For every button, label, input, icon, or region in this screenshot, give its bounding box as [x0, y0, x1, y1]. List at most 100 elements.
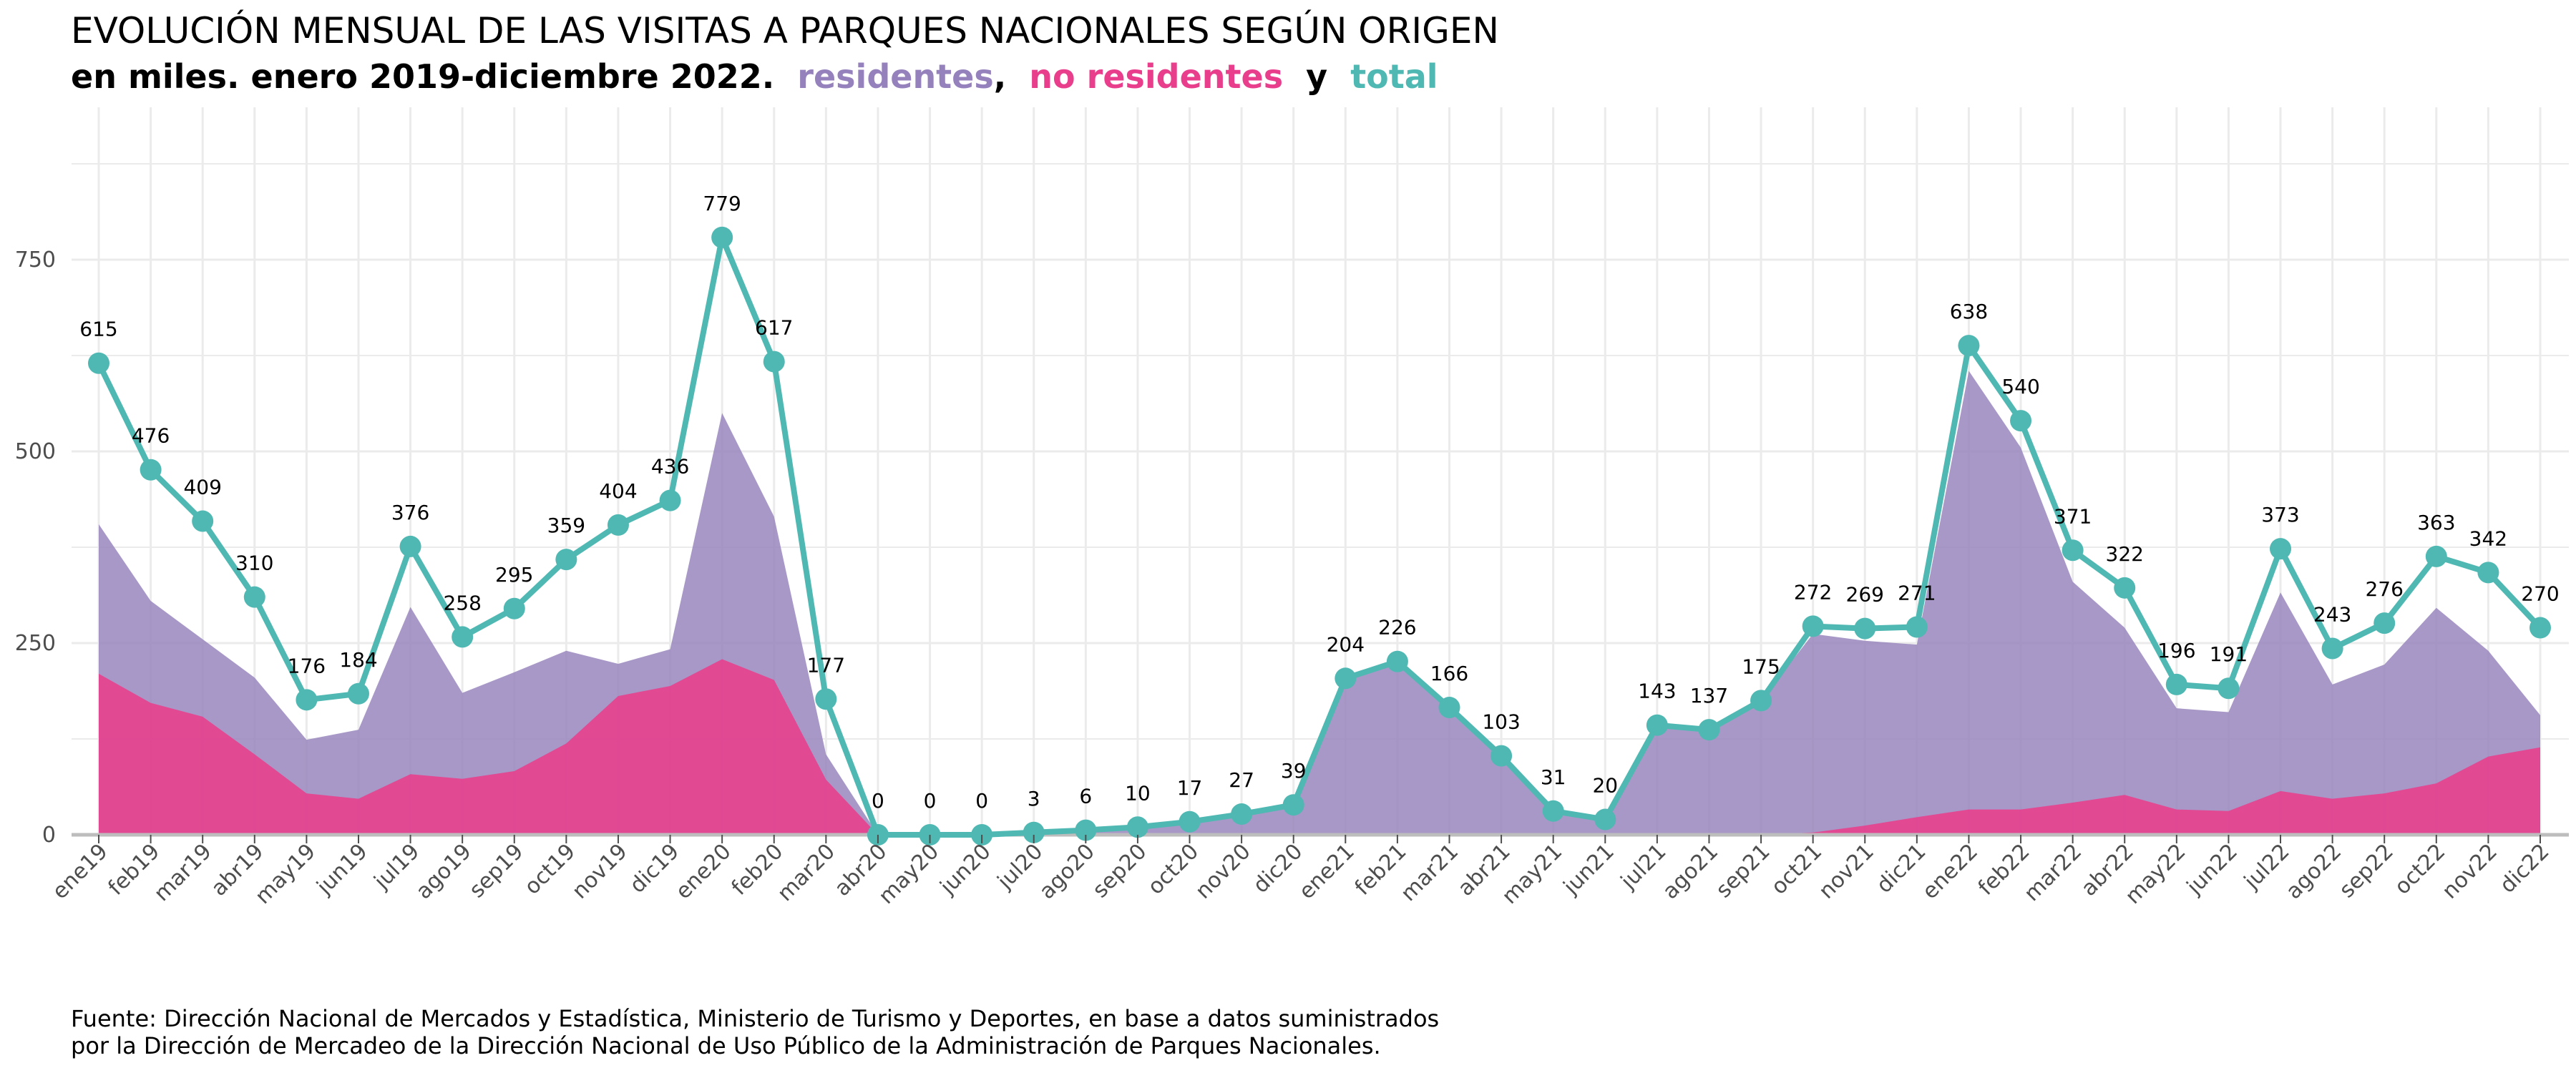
data-point-total — [815, 688, 837, 710]
data-label-total: 373 — [2261, 503, 2299, 526]
data-point-total — [1231, 803, 1253, 825]
y-tick-label: 0 — [42, 823, 56, 848]
data-label-total: 39 — [1281, 759, 1307, 783]
data-point-total — [555, 549, 577, 571]
x-tick-label: ene19 — [47, 839, 112, 904]
data-label-total: 196 — [2157, 639, 2195, 662]
data-label-total: 476 — [132, 424, 170, 448]
data-point-total — [1438, 697, 1460, 719]
x-tick-label: mar20 — [773, 839, 840, 906]
chart-title: EVOLUCIÓN MENSUAL DE LAS VISITAS A PARQU… — [71, 10, 1499, 52]
data-label-total: 409 — [183, 476, 221, 499]
x-tick-label: jun22 — [2182, 839, 2243, 900]
data-label-total: 31 — [1541, 765, 1566, 789]
data-label-total: 371 — [2054, 504, 2092, 528]
x-tick-label: ago20 — [1035, 839, 1100, 904]
data-point-total — [1126, 816, 1148, 838]
data-label-total: 540 — [2001, 375, 2039, 398]
data-point-total — [607, 514, 629, 536]
subtitle-prefix: en miles. enero 2019-diciembre 2022. — [71, 57, 775, 96]
legend-residentes: residentes — [797, 57, 994, 96]
y-tick-label: 750 — [15, 248, 56, 273]
data-label-total: 166 — [1430, 662, 1468, 685]
data-point-total — [1594, 808, 1616, 831]
x-tick-label: sep19 — [464, 839, 528, 903]
x-tick-label: nov20 — [1191, 839, 1256, 904]
data-point-total — [659, 489, 681, 511]
x-tick-label: ene22 — [1918, 839, 1983, 904]
data-label-total: 615 — [79, 318, 117, 341]
data-point-total — [2477, 562, 2499, 584]
x-tick-label: jun19 — [311, 839, 372, 900]
data-label-total: 27 — [1229, 768, 1254, 792]
data-label-total: 310 — [235, 552, 273, 575]
data-point-total — [2270, 538, 2292, 560]
subtitle-y: y — [1306, 57, 1328, 96]
data-label-total: 226 — [1378, 616, 1416, 640]
x-tick-label: nov21 — [1814, 839, 1879, 904]
data-point-total — [1075, 819, 1097, 841]
data-point-total — [140, 459, 162, 481]
x-tick-label: mar21 — [1396, 839, 1463, 906]
data-point-total — [1906, 616, 1928, 638]
x-tick-label: mar19 — [150, 839, 217, 906]
data-point-total — [1646, 714, 1668, 736]
data-label-total: 258 — [443, 591, 481, 614]
data-point-total — [192, 510, 214, 532]
x-tick-label: ago21 — [1658, 839, 1723, 904]
legend-no-residentes: no residentes — [1029, 57, 1284, 96]
data-label-total: 363 — [2417, 511, 2455, 534]
data-label-total: 779 — [703, 192, 741, 215]
data-point-total — [1750, 690, 1772, 712]
data-label-total: 342 — [2469, 526, 2507, 550]
y-tick-label: 250 — [15, 631, 56, 656]
data-label-total: 175 — [1742, 655, 1780, 678]
data-label-total: 20 — [1592, 774, 1618, 798]
x-tick-label: ene20 — [671, 839, 736, 904]
data-point-total — [2010, 410, 2032, 432]
data-point-total — [2062, 539, 2084, 562]
data-point-total — [399, 535, 421, 557]
data-point-total — [2218, 677, 2240, 700]
data-label-total: 276 — [2365, 577, 2403, 601]
data-point-total — [1282, 794, 1304, 816]
data-point-total — [2321, 637, 2343, 660]
x-tick-label: ene21 — [1294, 839, 1360, 904]
data-point-total — [1023, 821, 1045, 843]
data-point-total — [243, 586, 265, 608]
x-tick-label: ago22 — [2281, 839, 2346, 904]
data-label-total: 176 — [288, 654, 326, 677]
chart-subtitle: en miles. enero 2019-diciembre 2022. res… — [71, 57, 1438, 96]
data-point-total — [1491, 745, 1513, 767]
data-point-total — [347, 682, 369, 705]
legend-total: total — [1350, 57, 1438, 96]
data-label-total: 322 — [2106, 542, 2144, 566]
data-label-total: 177 — [807, 653, 845, 677]
data-label-total: 617 — [755, 316, 793, 340]
data-point-total — [452, 626, 474, 648]
data-label-total: 0 — [975, 789, 988, 813]
source-line-1: Fuente: Dirección Nacional de Mercados y… — [71, 1005, 1440, 1032]
data-point-total — [763, 351, 785, 373]
x-tick-label: mar22 — [2019, 839, 2087, 906]
data-label-total: 272 — [1794, 580, 1832, 604]
data-label-total: 191 — [2210, 642, 2248, 666]
x-tick-label: nov19 — [567, 839, 633, 904]
data-label-total: 436 — [651, 455, 689, 479]
data-point-total — [2529, 617, 2551, 639]
data-label-total: 359 — [547, 514, 585, 537]
data-point-total — [711, 226, 733, 248]
data-label-total: 270 — [2521, 582, 2559, 606]
data-point-total — [2373, 612, 2396, 635]
data-label-total: 17 — [1177, 776, 1203, 800]
area-no-residentes — [99, 659, 2540, 835]
data-point-total — [2114, 577, 2136, 599]
source-note: Fuente: Dirección Nacional de Mercados y… — [71, 1005, 1439, 1059]
data-label-total: 137 — [1690, 684, 1728, 707]
data-label-total: 103 — [1482, 710, 1520, 734]
subtitle-separator: , — [993, 57, 1007, 96]
x-tick-label: dic22 — [2495, 839, 2555, 898]
data-label-total: 638 — [1950, 300, 1988, 323]
x-tick-label: ago19 — [411, 839, 477, 904]
